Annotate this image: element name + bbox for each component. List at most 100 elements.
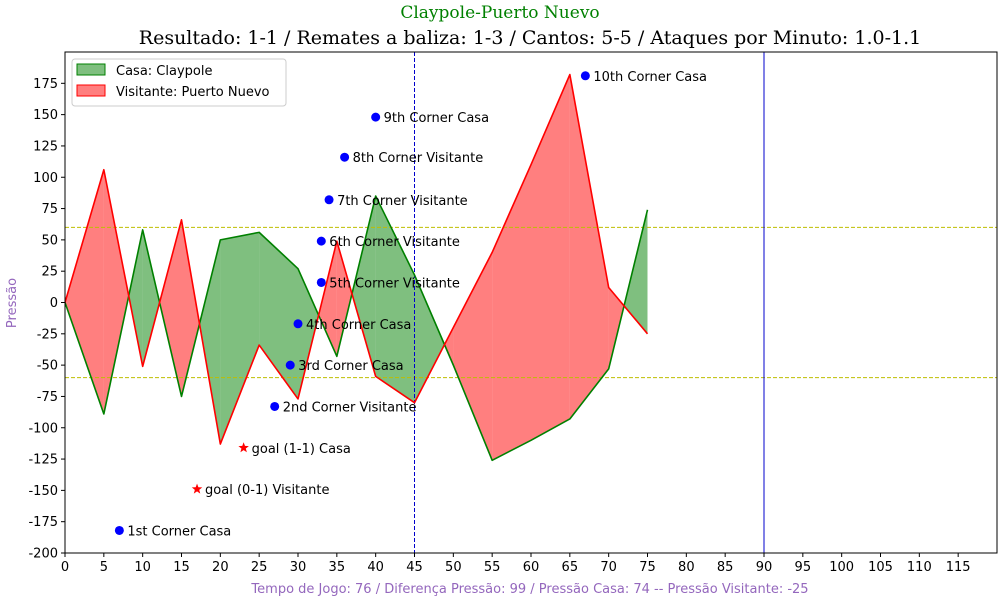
x-tick-label: 65: [562, 560, 579, 575]
x-tick-label: 110: [907, 560, 932, 575]
corner-marker: [285, 360, 295, 370]
y-tick-label: 0: [50, 296, 58, 311]
y-tick-label: 100: [33, 171, 58, 186]
y-axis: -200 -175 -150 -125 -100 -75 -50 -25 0 25 50 75 100 1…: [28, 77, 65, 562]
corner-marker: [293, 319, 303, 329]
legend-label-away: Visitante: Puerto Nuevo: [116, 85, 270, 100]
annotation-label: 1st Corner Casa: [127, 524, 231, 539]
x-tick-label: 115: [946, 560, 971, 575]
y-tick-label: -150: [28, 484, 58, 499]
series-lines: [65, 73, 649, 462]
fill-away-area: [181, 219, 200, 397]
annotation-label: 9th Corner Casa: [384, 111, 489, 126]
x-tick-label: 75: [639, 560, 656, 575]
annotation-label: goal (1-1) Casa: [252, 442, 351, 457]
x-tick-label: 80: [678, 560, 695, 575]
x-axis: 0 5 10 15 20 25 30 35 40 45 50 55 60 65 70 75 80 85 90 95 10…: [61, 553, 971, 575]
x-tick-label: 55: [484, 560, 501, 575]
y-tick-label: 75: [41, 202, 58, 217]
series-line-home: [65, 195, 649, 462]
fill-home-area: [414, 274, 445, 403]
corner-marker: [340, 152, 350, 162]
goal-marker: [238, 442, 249, 453]
x-tick-label: 5: [100, 560, 108, 575]
x-tick-label: 100: [829, 560, 854, 575]
corner-marker: [316, 277, 326, 287]
legend-label-home: Casa: Claypole: [116, 64, 212, 79]
y-tick-label: -100: [28, 421, 58, 436]
fill-home-area: [220, 232, 260, 445]
fill-away-area: [336, 241, 352, 357]
legend-box: [71, 58, 287, 107]
y-tick-label: 150: [33, 108, 58, 123]
fill-away-area: [444, 327, 454, 366]
x-tick-label: 25: [251, 560, 268, 575]
plot-area: 1st Corner Casa 2nd Corner Visitante 3rd C…: [28, 51, 998, 575]
y-axis-label: Pressão: [5, 278, 20, 328]
x-tick-label: 0: [61, 560, 69, 575]
y-tick-label: -125: [28, 453, 58, 468]
y-tick-label: -75: [37, 390, 58, 405]
series-line-away: [65, 73, 649, 445]
fill-away-area: [608, 287, 625, 369]
legend: Casa: Claypole Visitante: Puerto Nuevo: [71, 58, 287, 107]
fill-away-area: [159, 219, 182, 397]
fill-home-area: [351, 196, 376, 377]
x-axis-label: Tempo de Jogo: 76 / Diferença Pressão: 9…: [250, 582, 808, 597]
reference-lines: [65, 52, 997, 553]
fill-home-area: [142, 229, 160, 367]
x-tick-label: 20: [212, 560, 229, 575]
y-tick-label: 125: [33, 139, 58, 154]
annotation-label: 4th Corner Casa: [306, 318, 411, 333]
y-tick-label: -25: [37, 327, 58, 342]
x-tick-label: 70: [600, 560, 617, 575]
fill-away-area: [569, 74, 609, 419]
annotation-label: 5th Corner Visitante: [329, 276, 460, 291]
legend-swatch-away: [76, 84, 106, 97]
event-markers: 1st Corner Casa 2nd Corner Visitante 3rd C…: [114, 70, 707, 539]
corner-marker: [324, 195, 334, 205]
y-tick-label: -50: [37, 359, 58, 374]
fill-away-area: [453, 252, 493, 461]
corner-marker: [371, 112, 381, 122]
y-tick-label: -200: [28, 547, 58, 562]
corner-marker: [270, 401, 280, 411]
chart-title: Resultado: 1-1 / Remates a baliza: 1-3 /…: [139, 27, 921, 49]
corner-marker: [114, 525, 124, 535]
annotation-label: goal (0-1) Visitante: [205, 483, 329, 498]
corner-marker: [580, 71, 590, 81]
x-tick-label: 90: [756, 560, 773, 575]
x-tick-label: 30: [290, 560, 307, 575]
x-tick-label: 105: [868, 560, 893, 575]
x-tick-label: 40: [367, 560, 384, 575]
fill-home-area: [624, 209, 648, 334]
x-tick-label: 45: [406, 560, 423, 575]
y-tick-label: 175: [33, 77, 58, 92]
annotation-label: 2nd Corner Visitante: [283, 400, 417, 415]
fill-home-area: [375, 196, 415, 403]
corner-marker: [316, 236, 326, 246]
x-tick-label: 10: [134, 560, 151, 575]
fill-home-area: [298, 268, 319, 399]
annotation-label: 8th Corner Visitante: [353, 151, 484, 166]
chart-suptitle: Claypole-Puerto Nuevo: [400, 3, 599, 23]
annotation-label: 6th Corner Visitante: [329, 235, 460, 250]
fill-away-area: [65, 169, 104, 414]
fill-away-area: [318, 241, 337, 357]
fill-home-area: [199, 239, 221, 445]
y-tick-label: 50: [41, 233, 58, 248]
fill-away-area: [103, 169, 129, 414]
fill-home-area: [128, 229, 143, 367]
legend-swatch-home: [76, 63, 106, 76]
x-tick-label: 15: [173, 560, 190, 575]
x-tick-label: 85: [717, 560, 734, 575]
fill-away-area: [492, 164, 531, 461]
x-tick-label: 35: [329, 560, 346, 575]
annotation-label: 3rd Corner Casa: [298, 359, 403, 374]
annotation-label: 7th Corner Visitante: [337, 194, 468, 209]
y-tick-label: -175: [28, 515, 58, 530]
x-tick-label: 50: [445, 560, 462, 575]
goal-marker: [191, 483, 203, 494]
x-tick-label: 60: [523, 560, 540, 575]
